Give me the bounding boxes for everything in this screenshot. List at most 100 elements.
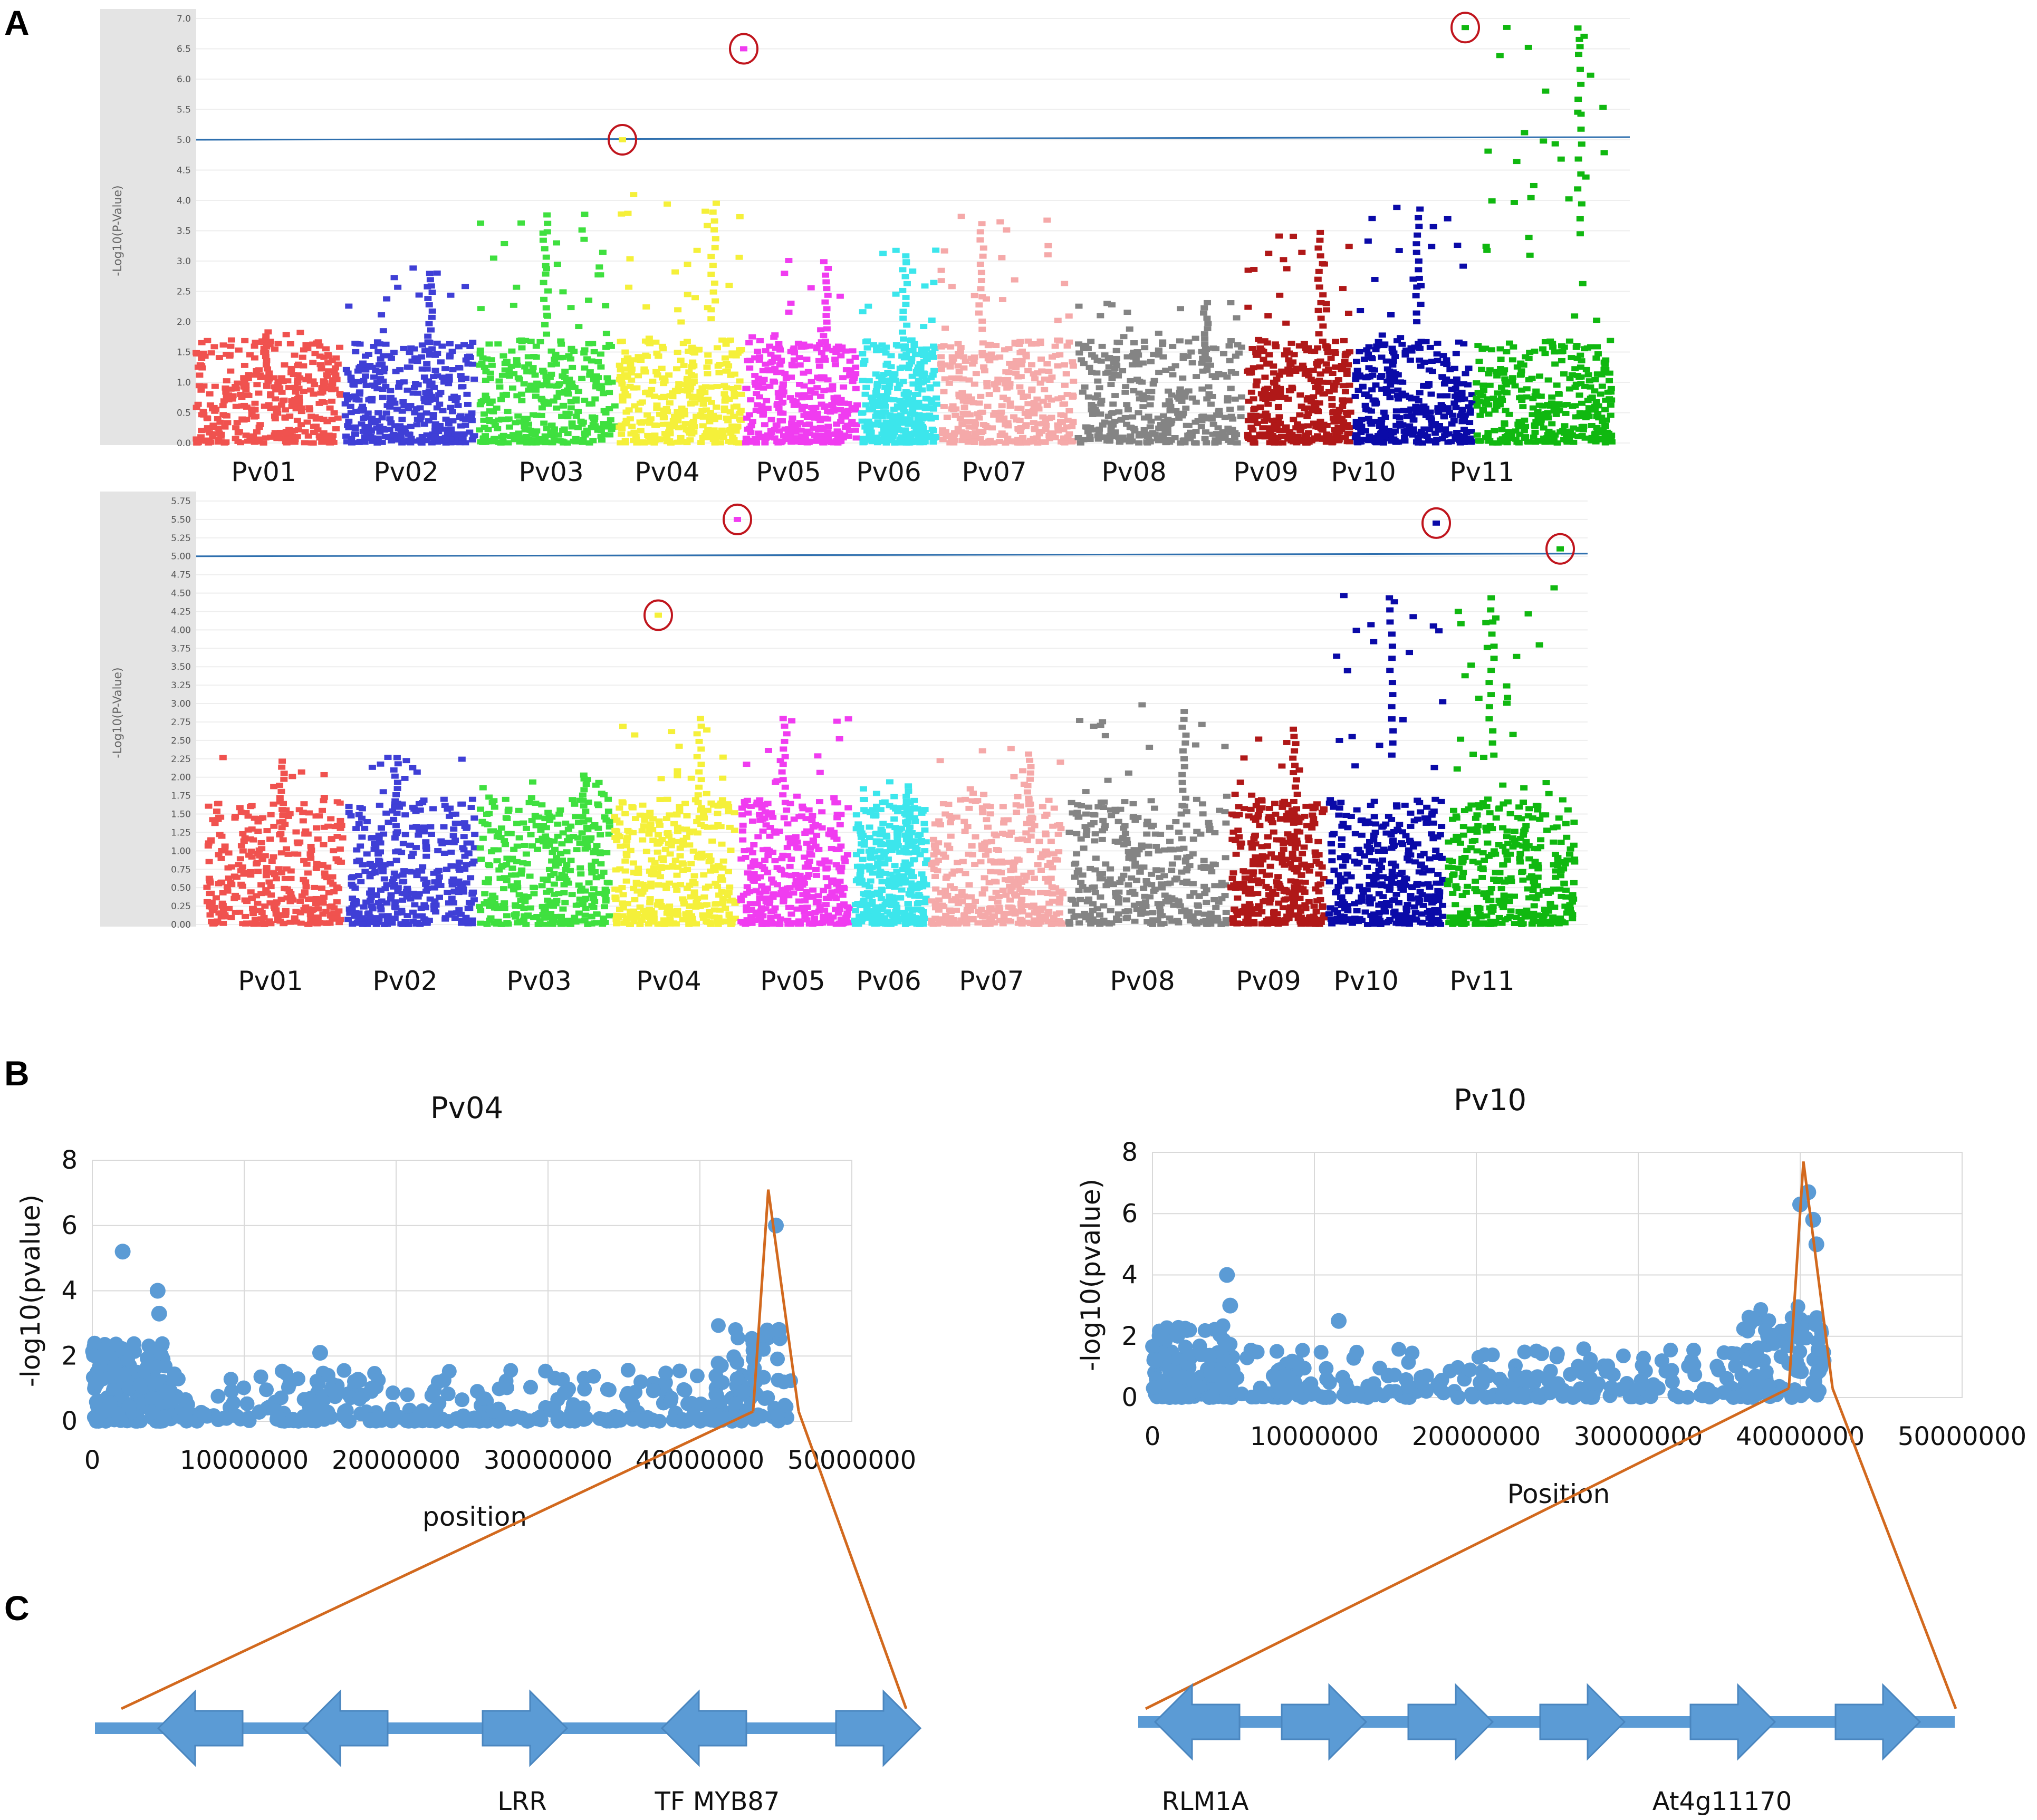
snp-point <box>235 347 243 353</box>
snp-point <box>287 891 295 897</box>
snp-point <box>565 383 573 389</box>
snp-point <box>451 440 459 446</box>
snp-point <box>882 393 890 398</box>
snp-point <box>1340 419 1348 425</box>
snp-point <box>494 426 502 431</box>
snp-point <box>495 378 503 384</box>
snp-point <box>1501 367 1508 373</box>
snp-point <box>885 384 893 390</box>
snp-point <box>365 397 373 403</box>
snp-point <box>976 428 984 434</box>
snp-point <box>262 887 270 892</box>
snp-point <box>1466 420 1474 426</box>
snp-point <box>253 860 261 865</box>
snp-point <box>426 352 434 358</box>
snp-point <box>844 434 852 439</box>
snp-point <box>588 862 595 868</box>
snp-point <box>851 427 859 433</box>
snp-point <box>436 422 444 428</box>
snp-point <box>850 376 858 381</box>
snp-point <box>1151 431 1159 437</box>
snp-point <box>414 382 422 388</box>
snp-point <box>262 338 270 343</box>
snp-point <box>392 792 400 797</box>
snp-point <box>1409 432 1417 438</box>
snp-point <box>1393 205 1401 210</box>
snp-point <box>1220 351 1228 357</box>
snp-point <box>931 415 939 420</box>
snp-point <box>433 340 441 346</box>
snp-point <box>376 803 383 808</box>
snp-point <box>379 387 387 392</box>
snp-point <box>801 435 809 440</box>
snp-point <box>1017 362 1025 368</box>
snp-point <box>396 367 404 372</box>
snp-point <box>1319 427 1327 433</box>
snp-point <box>858 410 866 416</box>
snp-point <box>450 826 458 832</box>
snp-point <box>1412 403 1420 409</box>
chromosome-label: Pv05 <box>756 457 821 487</box>
snp-point <box>723 415 731 421</box>
snp-point <box>543 229 551 235</box>
snp-point <box>617 373 624 379</box>
snp-point <box>345 303 353 309</box>
snp-point <box>899 287 907 293</box>
snp-point <box>577 418 585 424</box>
snp-point <box>1515 419 1523 425</box>
snp-point <box>916 440 924 446</box>
snp-point <box>1233 315 1241 321</box>
snp-point <box>828 401 836 407</box>
snp-point <box>1376 436 1383 442</box>
snp-point <box>1080 361 1088 367</box>
snp-point <box>1033 396 1041 402</box>
snp-point <box>666 426 674 431</box>
snp-point <box>1587 396 1594 401</box>
snp-point <box>860 439 868 445</box>
snp-point <box>288 896 296 902</box>
snp-point <box>545 383 553 389</box>
snp-point <box>448 349 456 354</box>
chromosome-points-pv02 <box>341 265 478 446</box>
snp-point <box>1591 407 1599 413</box>
snp-point <box>606 406 613 411</box>
snp-point <box>1601 407 1609 412</box>
snp-point <box>462 357 470 363</box>
snp-point <box>305 405 313 411</box>
snp-point <box>312 813 320 819</box>
snp-point <box>1422 339 1430 344</box>
snp-point <box>645 418 653 424</box>
snp-point <box>359 429 367 434</box>
snp-point <box>256 908 264 913</box>
snp-point <box>969 400 977 406</box>
snp-point <box>1314 245 1322 251</box>
snp-point <box>447 436 455 442</box>
snp-point <box>766 368 774 373</box>
snp-point <box>1194 418 1202 423</box>
snp-point <box>1080 346 1088 351</box>
snp-point <box>849 348 857 354</box>
snp-point <box>251 815 258 821</box>
snp-point <box>344 917 352 922</box>
snp-point <box>977 393 985 399</box>
snp-point <box>873 438 881 444</box>
snp-point <box>915 412 923 418</box>
snp-point <box>547 430 555 436</box>
snp-point <box>374 410 382 416</box>
snp-point <box>1444 405 1452 410</box>
y-tick-label: 3.5 <box>177 226 191 237</box>
snp-point <box>559 428 567 433</box>
snp-point <box>309 440 317 446</box>
snp-point <box>736 378 744 384</box>
snp-point <box>197 437 205 442</box>
snp-point <box>978 221 986 227</box>
snp-point <box>204 338 212 343</box>
snp-point <box>1346 425 1353 430</box>
snp-point <box>206 878 214 884</box>
snp-point <box>1302 346 1310 351</box>
snp-point <box>800 383 808 389</box>
snp-point <box>364 410 372 416</box>
snp-point <box>207 838 215 844</box>
snp-point <box>539 230 547 236</box>
snp-point <box>381 365 389 371</box>
